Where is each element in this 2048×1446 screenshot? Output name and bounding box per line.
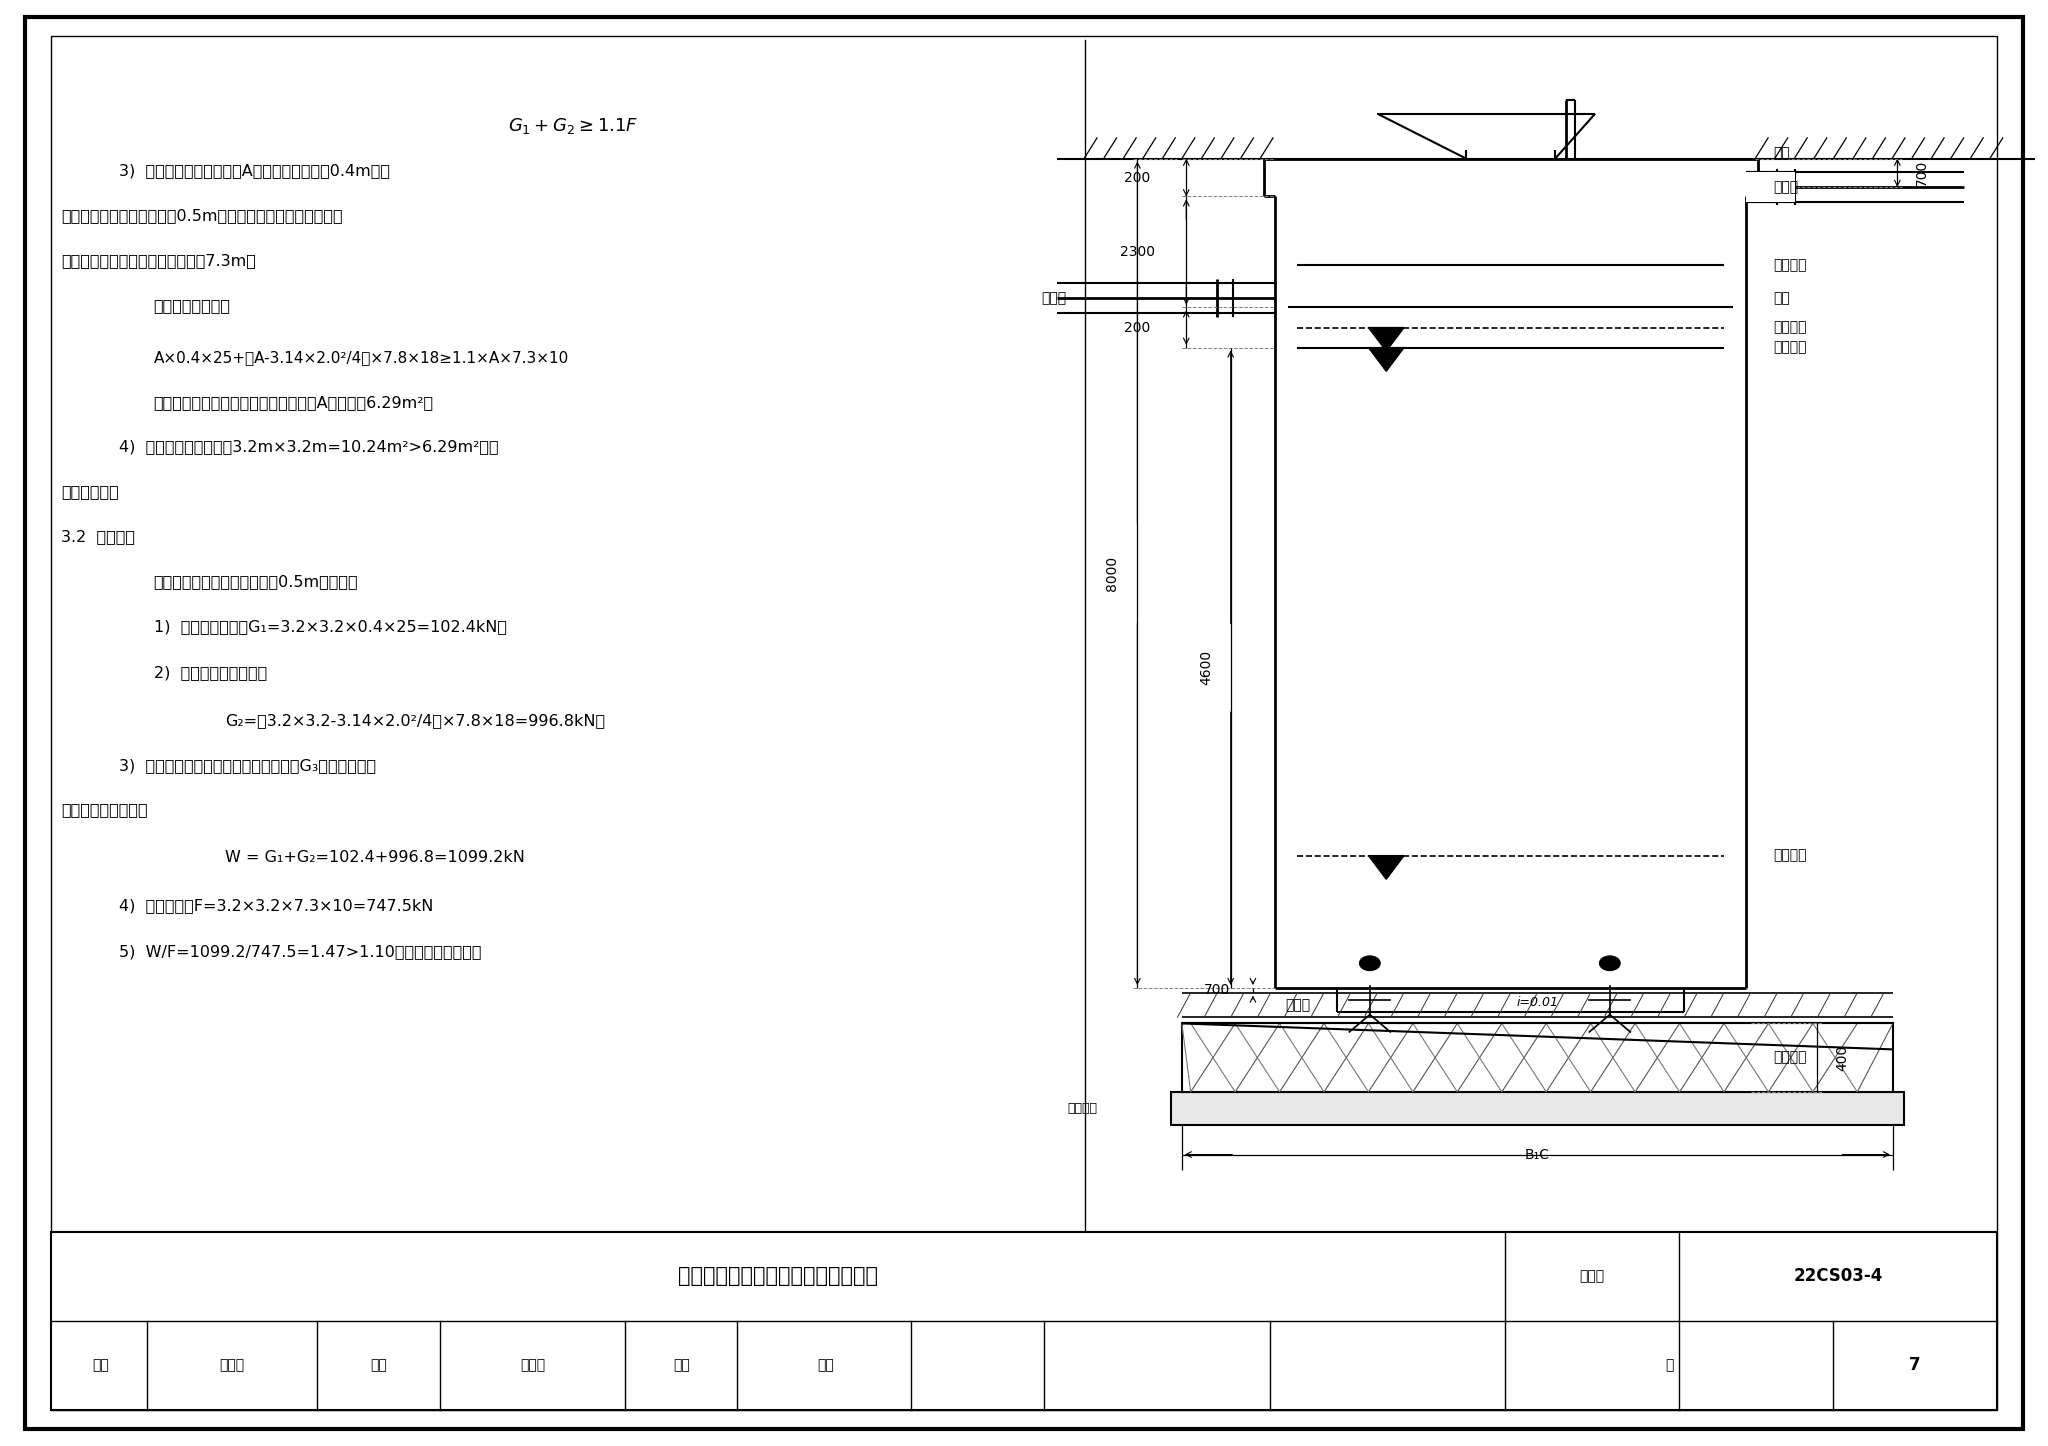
Text: 出水管: 出水管: [1774, 179, 1798, 194]
Text: 4)  基础平面设计尺寸为3.2m×3.2m=10.24m²>6.29m²，满: 4) 基础平面设计尺寸为3.2m×3.2m=10.24m²>6.29m²，满: [119, 440, 498, 454]
Text: 停泵液位: 停泵液位: [1774, 849, 1806, 863]
Text: 400: 400: [1835, 1044, 1849, 1071]
Text: 审核: 审核: [92, 1358, 109, 1372]
Polygon shape: [1368, 347, 1405, 372]
Circle shape: [1599, 956, 1620, 970]
Text: 杜富强: 杜富强: [219, 1358, 244, 1372]
Text: 5)  W/F=1099.2/747.5=1.47>1.10，故满足抗浮要求。: 5) W/F=1099.2/747.5=1.47>1.10，故满足抗浮要求。: [119, 944, 481, 959]
Bar: [1747, 172, 1796, 202]
Text: 4600: 4600: [1198, 651, 1212, 685]
Text: 设计: 设计: [674, 1358, 690, 1372]
Text: 由以上公式可以计算得出泵站基础面积A不得小于6.29m²。: 由以上公式可以计算得出泵站基础面积A不得小于6.29m²。: [154, 395, 434, 409]
Bar: [1182, 1024, 1892, 1092]
Text: 筒体: 筒体: [1774, 291, 1790, 305]
Text: 最高地下水位（即地面以下0.5m）计算，整体承受浮力最大，: 最高地下水位（即地面以下0.5m）计算，整体承受浮力最大，: [61, 208, 344, 223]
Text: 按最高地下水位（即地面以下0.5m）验算。: 按最高地下水位（即地面以下0.5m）验算。: [154, 574, 358, 589]
Text: 3)  忽略筒体自重及筒体内设备的总重量G₃，基础底板范: 3) 忽略筒体自重及筒体内设备的总重量G₃，基础底板范: [119, 758, 377, 772]
Text: 一体化预制泵站选型及抗浮验算示例: 一体化预制泵站选型及抗浮验算示例: [678, 1267, 879, 1287]
Text: 足抗浮要求。: 足抗浮要求。: [61, 484, 119, 499]
Text: W = G₁+G₂=102.4+996.8=1099.2kN: W = G₁+G₂=102.4+996.8=1099.2kN: [225, 850, 524, 865]
Text: G₂=（3.2×3.2-3.14×2.0²/4）×7.8×18=996.8kN；: G₂=（3.2×3.2-3.14×2.0²/4）×7.8×18=996.8kN；: [225, 713, 606, 727]
Text: 筒体基础: 筒体基础: [1774, 1051, 1806, 1064]
Text: 8000: 8000: [1106, 555, 1120, 591]
Text: B₁C: B₁C: [1526, 1148, 1550, 1161]
Text: 页: 页: [1665, 1358, 1673, 1372]
Bar: [51, 1232, 1997, 1410]
Text: 200: 200: [1124, 321, 1151, 334]
Text: 基础垫层: 基础垫层: [1067, 1102, 1098, 1115]
Text: 700: 700: [1204, 983, 1231, 998]
Text: 4)  水浮力为：F=3.2×3.2×7.3×10=747.5kN: 4) 水浮力为：F=3.2×3.2×7.3×10=747.5kN: [119, 898, 434, 912]
Text: 地面: 地面: [1774, 146, 1790, 159]
Text: 保护层: 保护层: [1284, 998, 1311, 1012]
Text: 7: 7: [1909, 1356, 1921, 1374]
Bar: [1171, 1092, 1903, 1125]
Text: 此时筒体淹没在地下水中的深度为7.3m。: 此时筒体淹没在地下水中的深度为7.3m。: [61, 253, 256, 268]
Text: 3.2  抗浮校验: 3.2 抗浮校验: [61, 529, 135, 544]
Circle shape: [1360, 956, 1380, 970]
Text: 2)  挑出部分的覆土重：: 2) 挑出部分的覆土重：: [154, 665, 266, 680]
Text: 700: 700: [1915, 159, 1929, 187]
Polygon shape: [1368, 328, 1405, 351]
Text: 最高液位: 最高液位: [1774, 341, 1806, 354]
Text: 进水管: 进水管: [1040, 291, 1067, 305]
Text: 1)  基础底板重量：G₁=3.2×3.2×0.4×25=102.4kN；: 1) 基础底板重量：G₁=3.2×3.2×0.4×25=102.4kN；: [154, 619, 506, 633]
Text: 检修平台: 检修平台: [1774, 257, 1806, 272]
Text: 校对: 校对: [371, 1358, 387, 1372]
Polygon shape: [1368, 856, 1405, 879]
Text: 2300: 2300: [1120, 244, 1155, 259]
Text: 王旭: 王旭: [817, 1358, 834, 1372]
Text: 则有以下不等式：: 则有以下不等式：: [154, 298, 231, 312]
Text: 报警液位: 报警液位: [1774, 321, 1806, 334]
Text: 李健明: 李健明: [520, 1358, 545, 1372]
Text: 图集号: 图集号: [1579, 1270, 1606, 1284]
Text: A×0.4×25+（A-3.14×2.0²/4）×7.8×18≥1.1×A×7.3×10: A×0.4×25+（A-3.14×2.0²/4）×7.8×18≥1.1×A×7.…: [154, 350, 569, 364]
Text: 22CS03-4: 22CS03-4: [1794, 1268, 1882, 1285]
Text: 围内材料总重量为：: 围内材料总重量为：: [61, 803, 147, 817]
Text: i=0.01: i=0.01: [1516, 996, 1559, 1009]
Text: 3)  假定泵站基础截面积为A，基础地板厚度为0.4m。按: 3) 假定泵站基础截面积为A，基础地板厚度为0.4m。按: [119, 163, 389, 178]
Text: 一体化预制泵站选型计算简图: 一体化预制泵站选型计算简图: [1477, 1270, 1616, 1287]
Text: 200: 200: [1124, 171, 1151, 185]
Text: $G_1+G_2\geq 1.1F$: $G_1+G_2\geq 1.1F$: [508, 116, 639, 136]
